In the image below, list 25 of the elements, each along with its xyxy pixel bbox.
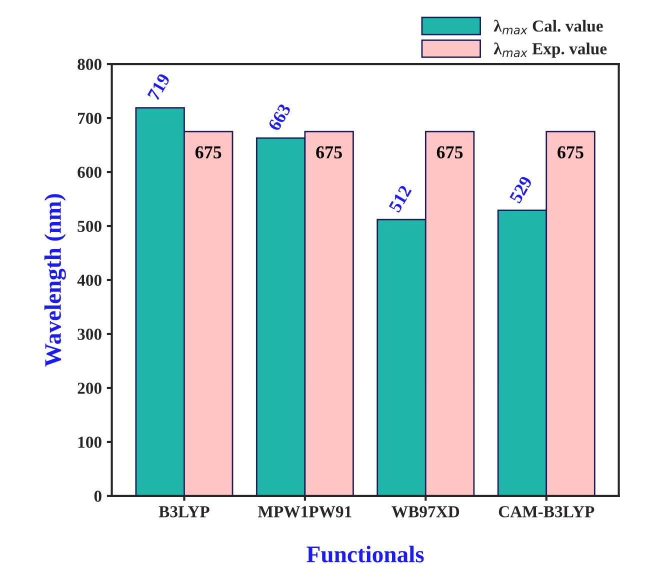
y-tick-label: 400 bbox=[77, 274, 102, 286]
y-tick-label: 600 bbox=[78, 166, 102, 178]
data-label: 512 bbox=[388, 184, 412, 213]
y-tick-label: 200 bbox=[78, 382, 102, 394]
data-label: 529 bbox=[509, 175, 533, 204]
y-tick-label: 700 bbox=[78, 112, 102, 124]
x-tick-label: B3LYP bbox=[158, 506, 210, 518]
y-tick-label: 300 bbox=[78, 328, 102, 340]
y-tick-label: 0 bbox=[94, 490, 102, 502]
y-tick-label: 100 bbox=[78, 436, 102, 448]
x-tick-label: CAM-B3LYP bbox=[498, 506, 594, 518]
x-axis-title: Functionals bbox=[306, 546, 424, 562]
x-tick-label: MPW1PW91 bbox=[258, 506, 352, 518]
x-tick-label: WB97XD bbox=[392, 506, 460, 518]
data-label: 675 bbox=[558, 146, 584, 158]
data-label: 675 bbox=[436, 146, 463, 158]
legend-label: λ$_{max}$ Cal. value bbox=[494, 20, 603, 34]
data-label: 663 bbox=[268, 103, 292, 132]
data-label: 719 bbox=[147, 72, 170, 101]
data-label: 675 bbox=[316, 146, 342, 158]
y-tick-label: 500 bbox=[78, 220, 102, 232]
data-label: 675 bbox=[195, 146, 222, 158]
y-tick-label: 800 bbox=[78, 58, 102, 70]
legend-label: λ$_{max}$ Exp. value bbox=[494, 42, 607, 58]
y-axis-title: Wavelength (nm) bbox=[44, 194, 66, 367]
